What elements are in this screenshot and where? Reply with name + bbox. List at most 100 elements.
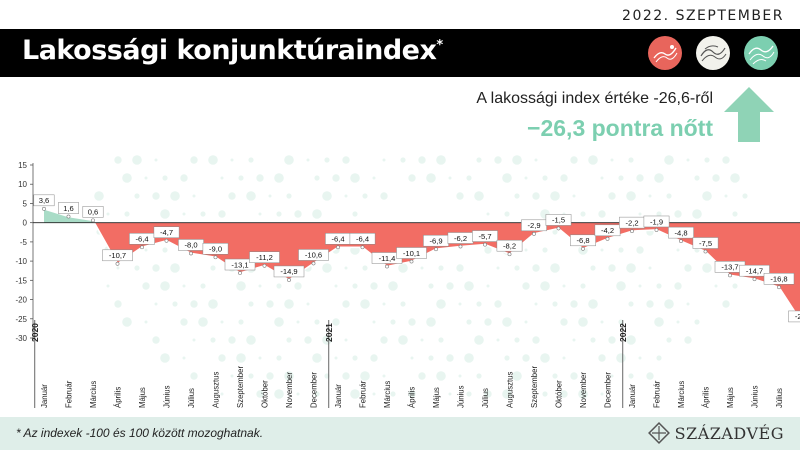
x-tick-label: Február <box>359 380 368 408</box>
data-point <box>630 229 634 234</box>
x-tick-label: Február <box>65 380 74 408</box>
data-label: -4,2 <box>601 226 614 235</box>
x-tick-label: November <box>285 372 294 408</box>
data-label: -16,8 <box>770 275 787 284</box>
y-tick-label: 15 <box>18 161 27 170</box>
y-tick-label: -30 <box>15 334 27 343</box>
data-label-box <box>668 226 694 239</box>
data-label-box <box>33 194 55 207</box>
data-label: -4,8 <box>674 228 687 237</box>
x-tick-label: Június <box>163 385 172 408</box>
data-point <box>532 231 536 236</box>
data-label-box <box>224 258 256 271</box>
data-point <box>287 278 291 282</box>
x-tick-label: Szeptember <box>530 366 539 408</box>
data-label: -8,2 <box>503 241 516 250</box>
data-label-box <box>249 251 280 263</box>
data-point <box>507 252 512 257</box>
green-circle-icon <box>744 36 778 70</box>
year-label: 2022 <box>618 323 628 342</box>
data-point <box>336 245 340 250</box>
data-label: -13,1 <box>231 260 248 269</box>
data-point <box>483 242 487 247</box>
data-label: -14,7 <box>746 266 763 275</box>
data-label: -26,6 <box>795 312 800 321</box>
x-tick-label: Augusztus <box>506 371 515 408</box>
data-label: -11,2 <box>256 253 273 262</box>
data-point <box>777 285 781 290</box>
data-point <box>262 263 267 268</box>
data-point <box>42 206 46 211</box>
data-label-box <box>58 202 79 214</box>
data-label: -10,1 <box>403 249 420 258</box>
white-circle-icon <box>696 36 730 70</box>
data-label: 0,6 <box>88 208 99 217</box>
x-tick-label: Július <box>481 388 490 408</box>
title-bar: Lakossági konjunktúraindex* <box>0 29 800 77</box>
data-label: 1,6 <box>63 204 74 213</box>
x-tick-label: Február <box>653 380 662 408</box>
data-label: -1,9 <box>650 217 663 226</box>
data-point <box>654 228 659 232</box>
x-tick-label: November <box>579 372 588 408</box>
data-point <box>311 261 316 266</box>
x-tick-label: Január <box>334 384 343 408</box>
x-tick-label: Március <box>383 381 392 408</box>
data-label-box <box>570 234 596 247</box>
data-point <box>385 264 389 269</box>
data-point <box>115 261 120 266</box>
data-label-box <box>102 249 133 262</box>
data-label: -1,5 <box>552 216 565 225</box>
x-tick-label: Május <box>726 387 735 408</box>
index-chart: 15 10 5 0 -5 -10 -15 -20 -25 -30 3,6 1,6 0,6 -10,7 -6,… <box>15 155 800 408</box>
y-tick-label: 0 <box>23 219 28 228</box>
x-tick-label: Április <box>114 387 123 408</box>
data-point <box>605 236 610 241</box>
data-label: -13,7 <box>721 263 738 272</box>
page-title: Lakossági konjunktúraindex* <box>22 35 443 66</box>
data-label: -6,8 <box>576 236 589 245</box>
x-tick-label: Július <box>775 388 784 408</box>
data-label: -9,0 <box>209 245 222 254</box>
data-point <box>752 277 757 282</box>
data-label: -2,2 <box>625 218 638 227</box>
data-point <box>213 255 218 260</box>
data-point <box>679 239 683 244</box>
x-tick-label: Március <box>677 381 686 408</box>
data-label: -4,7 <box>160 228 173 237</box>
x-tick-label: Október <box>261 380 270 408</box>
summary-current: −26,3 pontra nőtt <box>527 115 713 141</box>
y-tick-label: 10 <box>18 180 27 189</box>
data-label-box <box>298 249 329 261</box>
footer: * Az indexek -100 és 100 között mozoghat… <box>0 417 800 450</box>
data-label: -6,4 <box>135 235 148 244</box>
data-point <box>140 245 144 250</box>
data-label: -6,4 <box>356 235 369 244</box>
x-tick-label: Szeptember <box>236 366 245 408</box>
data-point <box>360 245 365 250</box>
x-tick-label: Április <box>408 387 417 408</box>
data-label-box <box>349 233 376 245</box>
y-tick-label: 5 <box>23 199 28 208</box>
data-point <box>728 273 732 278</box>
data-label-box <box>643 215 670 228</box>
data-label-box <box>594 224 621 237</box>
data-label-box <box>472 230 498 242</box>
report-date: 2022. SZEPTEMBER <box>622 8 784 24</box>
footnote: * Az indexek -100 és 100 között mozoghat… <box>16 426 264 440</box>
data-label-box <box>129 233 155 245</box>
data-label: -6,2 <box>454 234 467 243</box>
data-label: -6,9 <box>429 236 442 245</box>
x-tick-label: Április <box>702 387 711 408</box>
y-tick-label: -5 <box>20 238 28 247</box>
y-tick-label: -10 <box>15 257 27 266</box>
x-tick-label: Március <box>89 381 98 408</box>
data-label-box <box>202 243 229 255</box>
data-label: -5,7 <box>478 232 491 241</box>
x-tick-label: Január <box>40 384 49 408</box>
x-tick-label: Január <box>628 384 637 408</box>
data-point <box>409 259 414 264</box>
data-point <box>434 247 438 252</box>
data-point <box>164 238 169 243</box>
x-tick-label: Október <box>555 380 564 408</box>
